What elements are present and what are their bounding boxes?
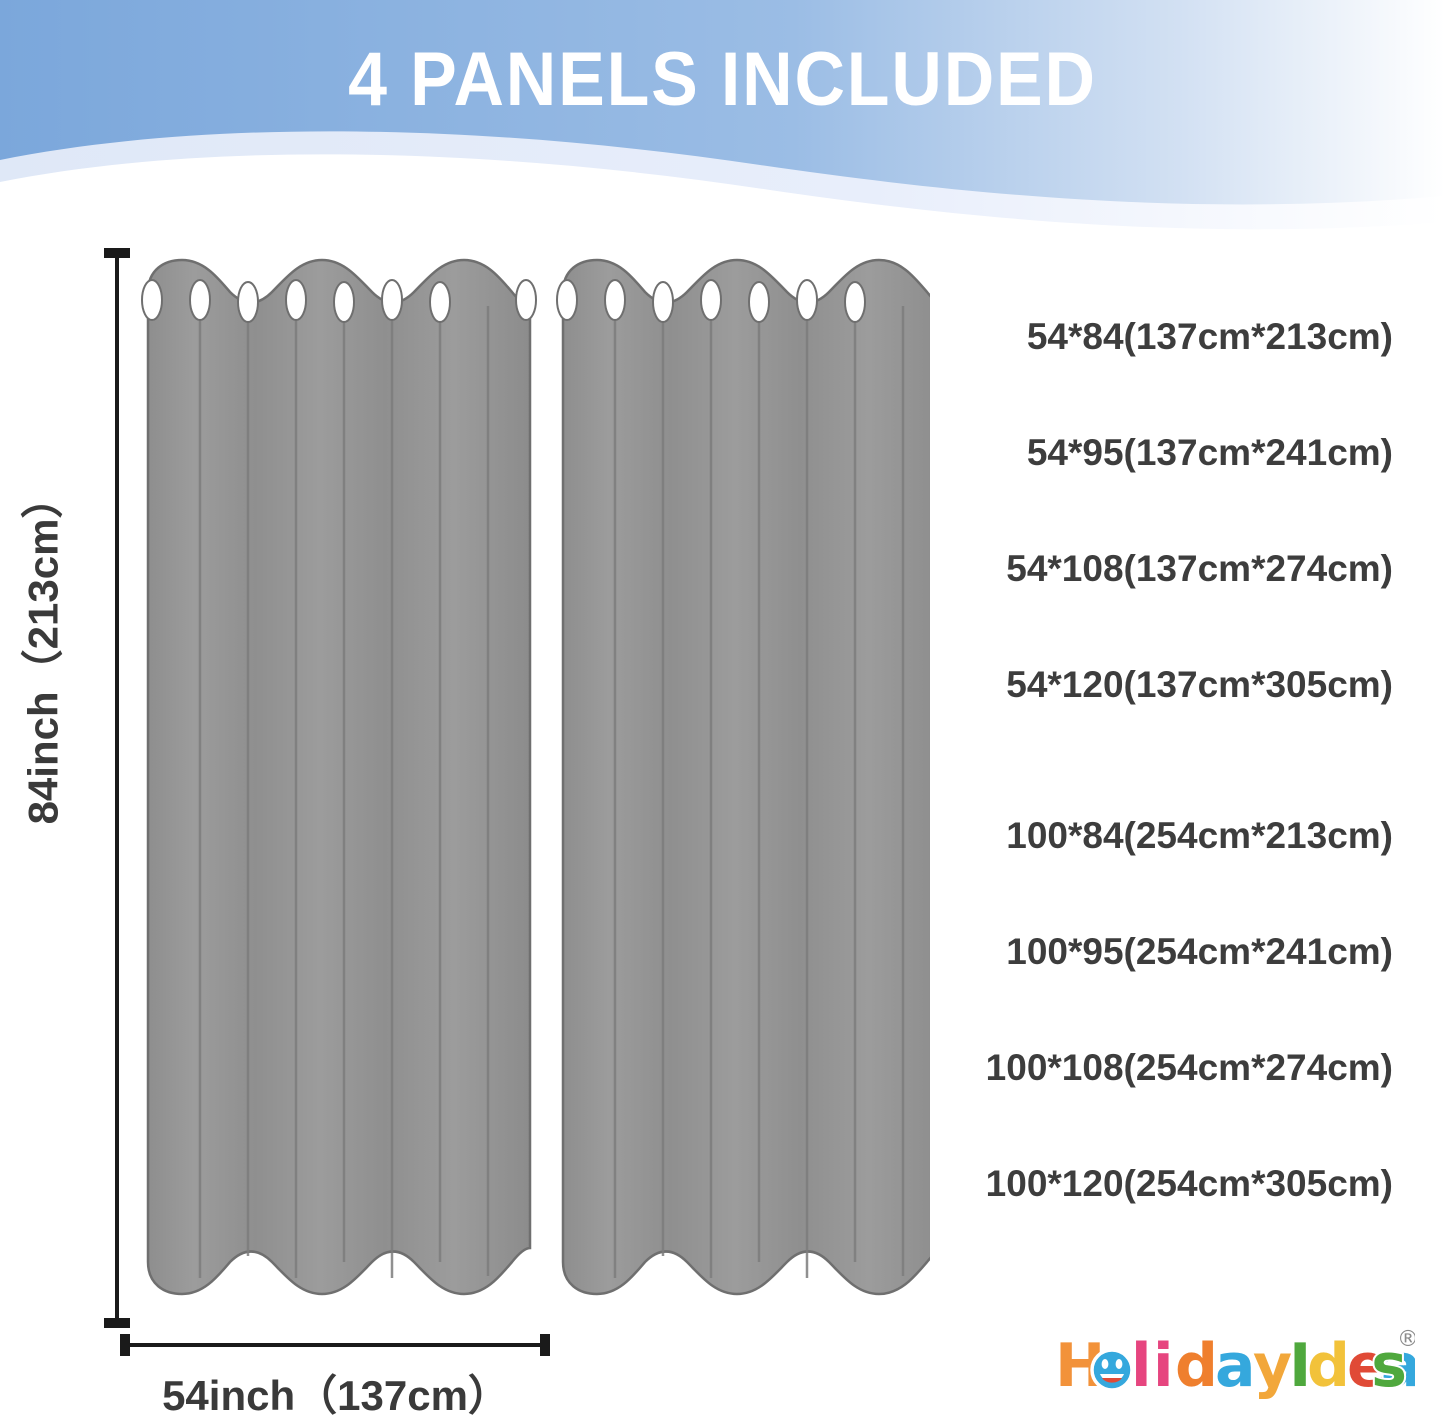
dimension-cap-right [540, 1334, 550, 1356]
smiley-face-icon [1090, 1348, 1134, 1392]
size-option: 100*95(254cm*241cm) [1006, 931, 1393, 972]
size-option: 54*95(137cm*241cm) [1026, 432, 1393, 473]
size-option: 54*120(137cm*305cm) [1006, 664, 1393, 705]
dimension-cap-left [120, 1334, 130, 1356]
banner-background [0, 0, 1445, 232]
fold-lines [613, 306, 905, 1278]
available-sizes-list: 54*84(137cm*213cm) 54*95(137cm*241cm) 54… [853, 318, 1393, 1202]
logo-letter-d: d [1175, 1331, 1218, 1401]
curtain-panel-right [556, 258, 930, 1296]
logo-wordmark: H l i d a y I d e a [1055, 1329, 1415, 1403]
curtain-panel-left [141, 258, 537, 1296]
brand-logo: H l i d a y I d e a s ® [1055, 1322, 1415, 1410]
height-label: 84inch（213cm） [19, 476, 67, 825]
logo-letter-y: y [1253, 1331, 1292, 1401]
wave-white-layer [0, 154, 1445, 232]
logo-letter-i: i [1153, 1331, 1174, 1401]
size-option: 54*84(137cm*213cm) [1026, 316, 1393, 357]
logo-letter-e: e [1347, 1331, 1388, 1401]
height-dimension-line [100, 248, 134, 1328]
dimension-cap-top [104, 248, 130, 258]
page-title: 4 PANELS INCLUDED [348, 37, 1097, 122]
grommets [556, 279, 866, 323]
logo-letter-a2: a [1381, 1331, 1415, 1401]
logo-letter-I: I [1289, 1331, 1311, 1401]
size-group-54: 54*84(137cm*213cm) 54*95(137cm*241cm) 54… [853, 318, 1393, 817]
width-dimension-line [120, 1332, 550, 1358]
curtain-illustration [130, 248, 930, 1333]
size-option: 100*84(254cm*213cm) [1006, 815, 1393, 856]
size-option: 100*120(254cm*305cm) [985, 1163, 1393, 1204]
logo-letter-s: s [1371, 1331, 1407, 1401]
registered-trademark-icon: ® [1397, 1327, 1415, 1352]
size-group-100: 100*84(254cm*213cm) 100*95(254cm*241cm) … [853, 817, 1393, 1202]
width-label: 54inch（137cm） [162, 1372, 510, 1416]
grommets [141, 279, 537, 323]
size-option: 54*108(137cm*274cm) [1006, 548, 1393, 589]
dimension-cap-bottom [104, 1318, 130, 1328]
size-option: 100*108(254cm*274cm) [985, 1047, 1393, 1088]
logo-letter-d2: d [1307, 1331, 1350, 1401]
header-banner: 4 PANELS INCLUDED [0, 0, 1445, 232]
logo-letter-a: a [1215, 1331, 1256, 1401]
logo-letter-l: l [1131, 1331, 1152, 1401]
fold-lines [198, 306, 490, 1278]
